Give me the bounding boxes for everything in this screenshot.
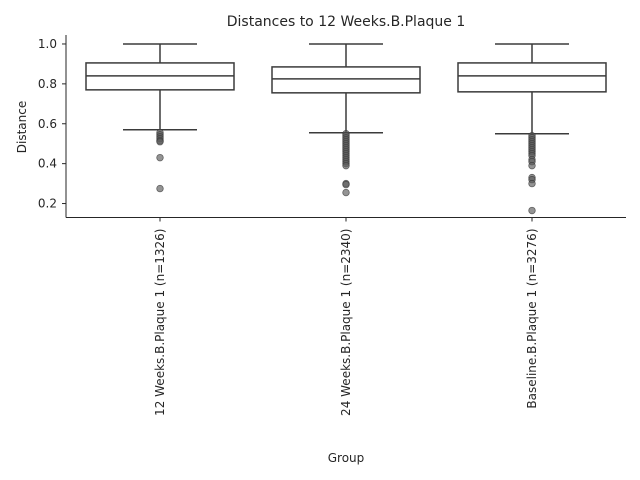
y-tick-label: 0.8 bbox=[38, 77, 57, 91]
y-tick-label: 1.0 bbox=[38, 37, 57, 51]
outlier-point bbox=[528, 161, 536, 170]
outlier-point bbox=[156, 184, 164, 193]
plot-area: 0.2 0.4 0.6 0.8 1.0 12 Weeks.B.Plaque 1 (n=13… bbox=[38, 37, 607, 416]
outlier-point bbox=[528, 179, 536, 188]
iqr-box bbox=[457, 62, 607, 93]
outlier-point bbox=[342, 188, 350, 197]
y-axis-label: Distance bbox=[15, 101, 29, 153]
x-axis-label: Group bbox=[328, 451, 365, 465]
outlier-point bbox=[528, 206, 536, 215]
x-tick-label: 12 Weeks.B.Plaque 1 (n=1326) bbox=[153, 229, 167, 416]
y-tick-label: 0.6 bbox=[38, 117, 57, 131]
outlier-point bbox=[156, 153, 164, 162]
outlier-point bbox=[342, 161, 350, 170]
y-tick-label: 0.4 bbox=[38, 157, 57, 171]
y-tick-label: 0.2 bbox=[38, 197, 57, 211]
outlier-point bbox=[156, 138, 164, 146]
iqr-box bbox=[271, 66, 421, 94]
x-tick-label: Baseline.B.Plaque 1 (n=3276) bbox=[525, 229, 539, 409]
chart-title: Distances to 12 Weeks.B.Plaque 1 bbox=[227, 14, 466, 30]
outlier-point bbox=[342, 180, 350, 189]
x-tick-label: 24 Weeks.B.Plaque 1 (n=2340) bbox=[339, 229, 353, 416]
